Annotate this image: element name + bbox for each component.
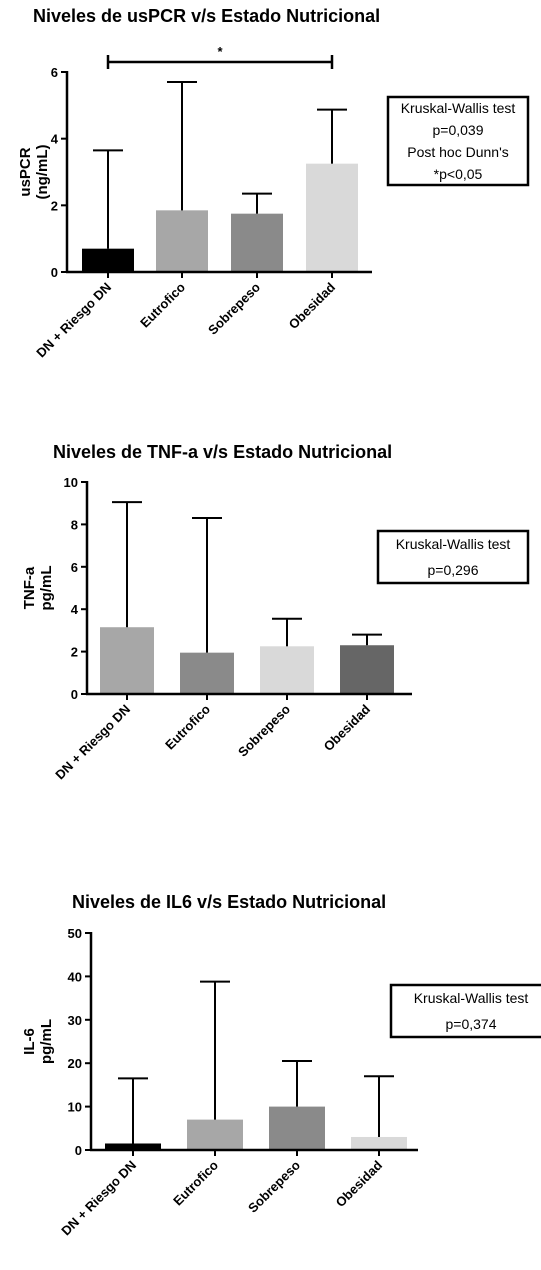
y-tick-label: 10: [68, 1100, 82, 1115]
y-tick-label: 0: [51, 265, 58, 280]
x-tick-label: Obesidad: [286, 279, 339, 332]
y-tick-label: 50: [68, 926, 82, 941]
bar-obesidad: [340, 645, 394, 694]
stats-box: [386, 95, 530, 187]
y-tick-label: 10: [64, 475, 78, 490]
x-tick-label: Sobrepeso: [245, 1157, 303, 1215]
y-axis-label: usPCR(ng/mL): [17, 145, 51, 200]
chart-title: Niveles de TNF-a v/s Estado Nutricional: [53, 442, 392, 462]
x-tick-label: Obesidad: [321, 701, 374, 754]
stats-box-line: Kruskal-Wallis test: [401, 100, 516, 116]
y-axis-label-line: (ng/mL): [34, 145, 51, 200]
stats-box-line: p=0,296: [428, 562, 479, 578]
y-axis-label: IL-6pg/mL: [21, 1019, 55, 1064]
x-tick-label: DN + Riesgo DN: [52, 702, 133, 783]
y-tick-label: 2: [51, 198, 58, 213]
chart-panel-3: Niveles de IL6 v/s Estado Nutricional IL-…: [21, 892, 541, 1238]
stats-box-line: Post hoc Dunn's: [407, 144, 509, 160]
y-tick-label: 8: [71, 517, 78, 532]
x-tick-label: Sobrepeso: [235, 701, 293, 759]
y-tick-label: 20: [68, 1056, 82, 1071]
chart-panel-2: Niveles de TNF-a v/s Estado Nutricional T…: [21, 442, 530, 783]
y-axis-label: TNF-apg/mL: [21, 566, 55, 611]
bar-sobrepeso: [269, 1106, 325, 1150]
bar-eutrofico: [156, 210, 208, 272]
y-tick-label: 2: [71, 645, 78, 660]
stats-box-line: p=0,039: [433, 122, 484, 138]
y-axis-label-line: usPCR: [17, 147, 34, 196]
bar-sobrepeso: [231, 213, 283, 272]
y-tick-label: 40: [68, 969, 82, 984]
x-tick-label: Eutrofico: [162, 701, 213, 752]
y-tick-label: 4: [51, 132, 59, 147]
x-tick-label: DN + Riesgo DN: [58, 1158, 139, 1239]
y-tick-label: 4: [71, 602, 79, 617]
chart-panel-1: Niveles de usPCR v/s Estado Nutricional u…: [17, 6, 530, 361]
stats-box-line: Kruskal-Wallis test: [396, 536, 511, 552]
x-tick-label: Eutrofico: [137, 279, 188, 330]
y-axis-label-line: pg/mL: [38, 566, 55, 611]
y-tick-label: 6: [51, 65, 58, 80]
bar-dn-riesgo-dn: [82, 248, 134, 272]
y-tick-label: 30: [68, 1013, 82, 1028]
x-tick-label: Obesidad: [333, 1157, 386, 1210]
chart-title: Niveles de IL6 v/s Estado Nutricional: [72, 892, 386, 912]
y-axis-label-line: IL-6: [21, 1028, 38, 1055]
bar-eutrofico: [180, 652, 234, 694]
y-tick-label: 0: [71, 687, 78, 702]
bar-obesidad: [306, 163, 358, 272]
x-tick-label: Sobrepeso: [205, 279, 263, 337]
bar-sobrepeso: [260, 646, 314, 694]
x-tick-label: Eutrofico: [170, 1157, 221, 1208]
bar-obesidad: [351, 1136, 407, 1150]
y-tick-label: 0: [75, 1143, 82, 1158]
x-tick-label: DN + Riesgo DN: [33, 280, 114, 361]
bar-dn-riesgo-dn: [100, 627, 154, 694]
bar-eutrofico: [187, 1119, 243, 1150]
significance-label: *: [217, 44, 223, 59]
stats-box-line: Kruskal-Wallis test: [414, 990, 529, 1006]
y-tick-label: 6: [71, 560, 78, 575]
chart-title: Niveles de usPCR v/s Estado Nutricional: [33, 6, 380, 26]
y-axis-label-line: pg/mL: [38, 1019, 55, 1064]
stats-box: [389, 983, 541, 1039]
stats-box-line: p=0,374: [446, 1016, 497, 1032]
stats-box: [376, 529, 530, 585]
y-axis-label-line: TNF-a: [21, 566, 38, 609]
stats-box-line: *p<0,05: [434, 166, 483, 182]
bar-dn-riesgo-dn: [105, 1143, 161, 1150]
